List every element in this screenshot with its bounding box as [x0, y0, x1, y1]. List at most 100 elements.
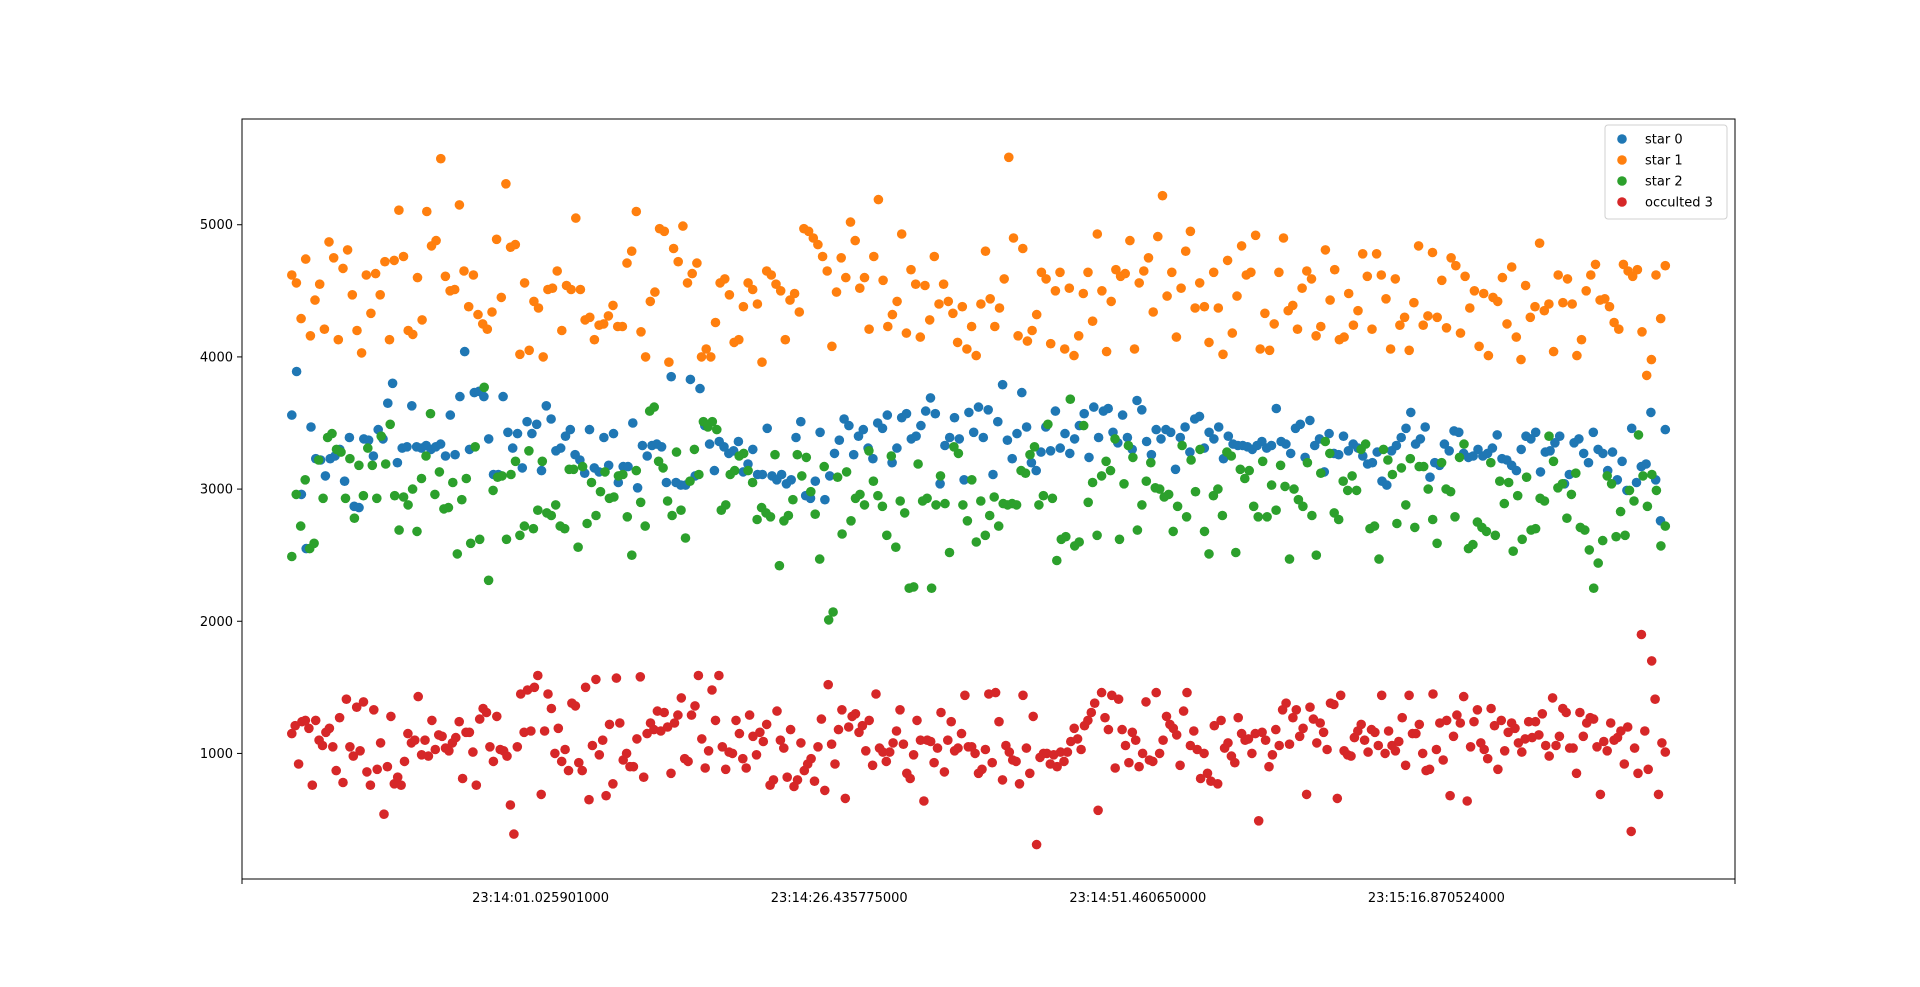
data-point-occulted-3 [570, 701, 581, 711]
data-point-star-2 [1611, 531, 1621, 542]
data-point-occulted-3 [348, 751, 359, 761]
data-point-occulted-3 [659, 707, 669, 718]
data-point-star-0 [868, 453, 878, 464]
data-point-star-1 [1101, 346, 1112, 357]
legend-marker-star-0 [1617, 134, 1627, 144]
data-point-occulted-3 [1247, 748, 1257, 759]
data-point-star-0 [911, 431, 921, 442]
data-point-star-1 [431, 235, 441, 246]
data-point-occulted-3 [287, 728, 297, 739]
data-point-star-0 [608, 428, 619, 439]
data-point-star-2 [586, 477, 597, 488]
data-point-star-2 [1257, 456, 1268, 467]
data-point-star-2 [1544, 431, 1554, 442]
data-point-occulted-3 [1100, 712, 1110, 723]
data-point-star-1 [659, 226, 670, 237]
data-point-star-2 [1405, 453, 1416, 464]
data-point-star-0 [1281, 439, 1291, 449]
data-point-star-1 [873, 194, 884, 205]
data-point-star-2 [1410, 522, 1420, 533]
data-point-star-1 [533, 303, 544, 313]
data-point-star-1 [1525, 312, 1536, 323]
data-point-star-0 [1050, 406, 1061, 416]
data-point-star-2 [1132, 525, 1143, 535]
data-point-star-1 [575, 284, 586, 295]
data-point-occulted-3 [1025, 768, 1035, 779]
data-point-occulted-3 [1253, 816, 1264, 826]
data-point-star-0 [483, 434, 494, 444]
data-point-star-2 [461, 473, 472, 484]
data-point-star-0 [901, 408, 912, 419]
data-point-star-0 [1017, 387, 1027, 398]
data-point-star-0 [536, 465, 547, 476]
data-point-star-2 [1615, 506, 1626, 517]
data-point-star-0 [354, 502, 364, 513]
data-point-star-1 [1343, 288, 1354, 299]
data-point-star-1 [398, 251, 409, 262]
data-point-star-2 [340, 493, 351, 504]
data-point-occulted-3 [635, 672, 646, 682]
data-point-occulted-3 [1482, 753, 1493, 764]
data-point-occulted-3 [990, 687, 1001, 698]
data-point-star-1 [1609, 317, 1619, 328]
series-occulted-3 [287, 629, 1671, 850]
data-point-star-0 [1607, 447, 1618, 457]
data-point-star-0 [1439, 439, 1450, 449]
data-point-occulted-3 [365, 780, 376, 790]
data-point-star-1 [971, 350, 981, 361]
data-point-star-1 [338, 263, 348, 274]
data-point-occulted-3 [1130, 735, 1141, 745]
data-point-star-0 [517, 463, 528, 473]
data-point-star-1 [1204, 337, 1214, 348]
data-point-star-1 [1646, 354, 1657, 365]
data-point-star-2 [1378, 444, 1389, 455]
data-point-star-1 [1218, 349, 1228, 360]
data-points-layer [287, 152, 1671, 850]
data-point-star-0 [584, 424, 595, 435]
data-point-star-2 [635, 497, 646, 508]
data-point-occulted-3 [1390, 746, 1401, 756]
data-point-occulted-3 [1305, 702, 1315, 712]
data-point-star-1 [1451, 260, 1461, 271]
data-point-star-1 [1558, 297, 1568, 308]
data-point-star-2 [913, 459, 923, 469]
data-point-star-0 [920, 406, 931, 416]
data-point-star-2 [1119, 479, 1129, 489]
data-point-star-2 [1392, 518, 1402, 529]
data-point-star-2 [899, 508, 910, 518]
data-point-star-2 [1512, 490, 1523, 501]
data-point-star-2 [814, 554, 825, 564]
data-point-star-2 [891, 542, 901, 552]
data-point-star-1 [463, 301, 474, 312]
data-point-star-1 [1134, 278, 1144, 288]
data-point-star-2 [658, 463, 668, 473]
data-point-star-2 [407, 484, 418, 494]
data-point-occulted-3 [1448, 731, 1459, 742]
data-point-star-2 [582, 518, 592, 529]
data-point-star-1 [1502, 319, 1512, 329]
data-point-star-0 [1309, 440, 1320, 451]
data-point-star-2 [363, 443, 373, 453]
data-point-star-2 [1163, 489, 1174, 500]
data-point-star-2 [846, 516, 856, 526]
data-point-star-2 [980, 530, 991, 541]
data-point-star-2 [1503, 477, 1514, 488]
data-point-star-1 [999, 274, 1009, 284]
data-point-star-2 [1593, 558, 1603, 568]
data-point-occulted-3 [386, 711, 396, 722]
data-point-star-2 [1342, 485, 1353, 496]
data-point-star-2 [882, 530, 892, 541]
data-point-star-0 [1516, 444, 1526, 455]
data-point-occulted-3 [878, 747, 888, 757]
data-point-star-2 [376, 431, 387, 442]
data-point-star-1 [1437, 275, 1447, 286]
data-point-star-0 [522, 416, 532, 427]
data-point-occulted-3 [1233, 712, 1243, 723]
data-point-occulted-3 [1089, 698, 1100, 708]
data-point-star-0 [435, 439, 446, 449]
data-point-star-2 [479, 382, 490, 393]
data-point-occulted-3 [556, 756, 567, 767]
data-point-occulted-3 [1052, 761, 1062, 772]
data-point-star-2 [806, 486, 816, 497]
data-point-star-0 [599, 432, 609, 443]
